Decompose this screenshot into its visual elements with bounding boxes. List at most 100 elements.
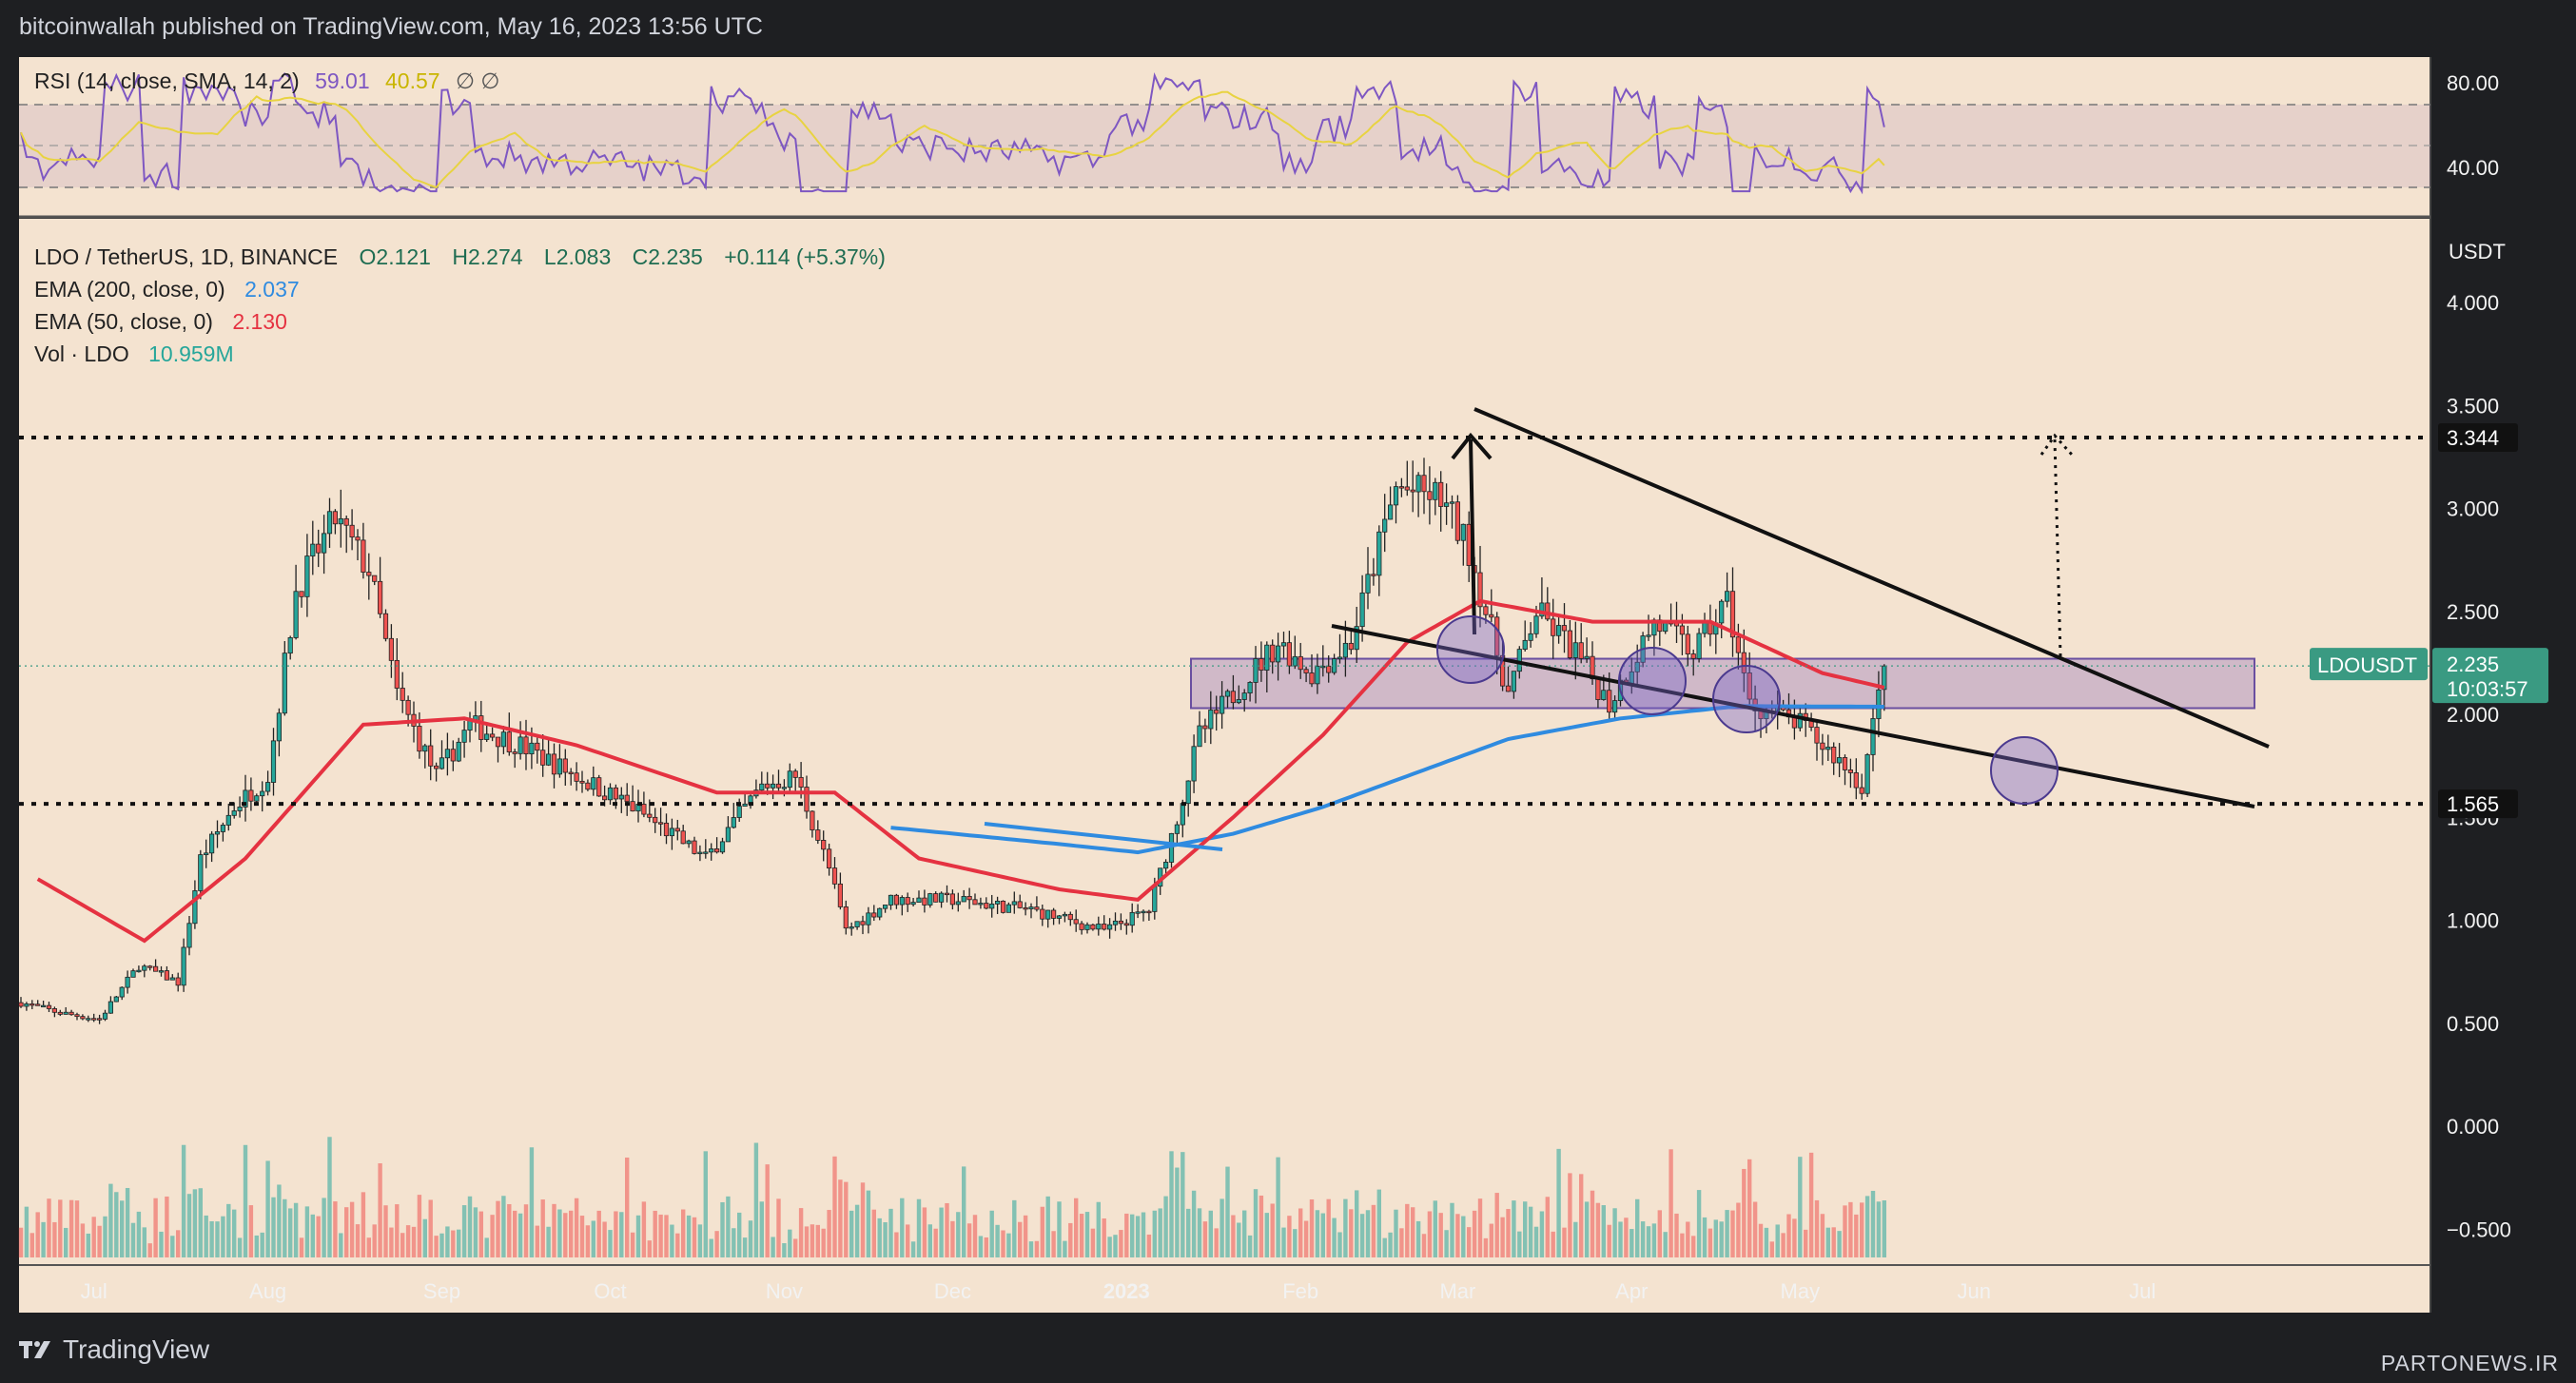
volume-bar (1191, 1190, 1197, 1257)
price-axis-ticks[interactable]: 4.0003.5003.0002.5002.0001.5001.0000.500… (2447, 291, 2511, 1241)
volume-bar (1674, 1213, 1679, 1257)
volume-bar (1663, 1232, 1668, 1257)
candle-down (1214, 710, 1220, 714)
candle-down (1494, 616, 1500, 656)
volume-bar (1197, 1208, 1202, 1257)
volume-bar (1298, 1208, 1303, 1257)
time-axis[interactable] (19, 1265, 2430, 1313)
candle-down (1595, 678, 1601, 700)
candle-up (849, 926, 854, 929)
volume-bar (1573, 1221, 1578, 1257)
volume-bar (1045, 1196, 1050, 1257)
candle-up (136, 969, 142, 973)
candle-down (1477, 572, 1483, 608)
volume-bar (1006, 1233, 1011, 1257)
volume-bar (1882, 1199, 1886, 1257)
candle-down (1466, 523, 1472, 566)
candle-up (787, 770, 792, 789)
volume-bar (1696, 1190, 1702, 1257)
volume-bar (596, 1210, 601, 1257)
volume-bar (1601, 1205, 1606, 1257)
candle-down (1859, 787, 1864, 794)
candle-up (731, 817, 736, 828)
candle-down (1729, 591, 1736, 638)
volume-bar (35, 1212, 40, 1257)
volume-bar (686, 1215, 692, 1257)
volume-bar (103, 1216, 107, 1257)
volume-bar (1618, 1221, 1623, 1257)
tradingview-logo[interactable]: TradingView (19, 1334, 209, 1365)
candle-up (181, 946, 186, 986)
volume-bar (1808, 1152, 1814, 1257)
volume-bar (950, 1220, 955, 1257)
volume-bar (1545, 1197, 1550, 1257)
volume-bar (383, 1205, 388, 1257)
candle-up (500, 731, 507, 748)
candle-down (602, 795, 608, 801)
candle-down (1286, 642, 1292, 667)
volume-bar (1635, 1198, 1640, 1257)
volume-bar (1427, 1211, 1433, 1257)
volume-bar (703, 1151, 708, 1257)
candle-down (1118, 920, 1123, 925)
candle-down (585, 782, 591, 790)
time-label: Nov (766, 1279, 803, 1303)
candle-down (51, 1008, 58, 1013)
volume-bar (1730, 1210, 1735, 1257)
volume-bar (529, 1147, 535, 1257)
volume-bar (1320, 1213, 1325, 1257)
candle-down (1102, 924, 1107, 930)
candle-down (984, 903, 989, 909)
candle-down (714, 847, 720, 853)
candle-up (1005, 904, 1011, 913)
candle-up (556, 758, 563, 775)
main-panel[interactable] (19, 219, 2430, 1265)
price-axis-unit: USDT (2449, 240, 2506, 263)
volume-bar (372, 1224, 377, 1257)
candle-up (192, 890, 198, 925)
last-price-symbol: LDOUSDT (2317, 653, 2417, 677)
rsi-panel[interactable] (19, 57, 2430, 216)
volume-bar (1843, 1205, 1847, 1257)
candle-up (24, 1003, 29, 1007)
target-dotted-line (2053, 438, 2062, 657)
volume-bar (1691, 1236, 1696, 1257)
candle-down (966, 895, 972, 901)
volume-bar (1528, 1206, 1533, 1257)
price-chart[interactable]: RSI (14, close, SMA, 14, 2) 59.01 40.57 … (0, 0, 2576, 1313)
volume-bar (1141, 1212, 1146, 1257)
candle-up (916, 897, 922, 903)
volume-bar (254, 1235, 259, 1257)
candle-up (1241, 692, 1247, 700)
time-axis-labels[interactable]: Jul Aug Sep Oct Nov Dec 2023 Feb Mar Apr May Jun Jul (81, 1279, 2156, 1303)
candle-up (1634, 661, 1640, 672)
volume-bar (737, 1212, 742, 1257)
candle-down (1454, 501, 1460, 541)
candle-up (736, 806, 742, 818)
legend-ema200-label: EMA (200, close, 0) (34, 277, 225, 302)
volume-bar (793, 1238, 798, 1257)
candle-down (579, 780, 585, 784)
candle-up (456, 741, 461, 762)
volume-bar (1713, 1219, 1718, 1257)
candle-down (663, 822, 670, 837)
candle-up (1376, 531, 1382, 576)
volume-bar (574, 1198, 579, 1257)
volume-bar (939, 1207, 944, 1257)
candle-down (860, 921, 866, 925)
volume-bar (181, 1144, 186, 1257)
candle-down (1489, 614, 1494, 618)
volume-bar (1686, 1221, 1690, 1257)
volume-bar (422, 1218, 427, 1257)
price-tick: 0.000 (2447, 1115, 2499, 1139)
volume-bar (1371, 1204, 1376, 1257)
candle-down (68, 1011, 74, 1016)
volume-bar (552, 1203, 556, 1257)
volume-bar (226, 1203, 231, 1257)
volume-bar (1074, 1198, 1079, 1257)
volume-bar (989, 1210, 994, 1257)
volume-bar (461, 1205, 467, 1257)
candle-down (1371, 574, 1376, 576)
candle-up (1253, 658, 1259, 683)
candle-up (1141, 910, 1146, 914)
